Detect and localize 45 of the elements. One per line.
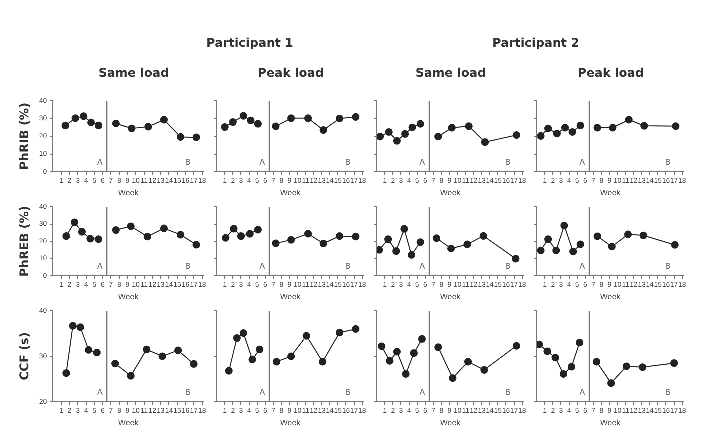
annotation: A xyxy=(420,388,426,398)
annotation: A xyxy=(580,158,586,168)
annotation: A xyxy=(260,158,266,168)
x-axis-title: Week xyxy=(280,292,302,302)
annotation: B xyxy=(505,158,511,168)
annotation: B xyxy=(505,388,511,398)
annotation: A xyxy=(580,262,586,272)
x-axis-title: Week xyxy=(600,292,622,302)
x-axis-title: Week xyxy=(440,292,462,302)
x-axis-title: Week xyxy=(118,188,140,198)
annotation: A xyxy=(580,388,586,398)
x-axis-title: Week xyxy=(440,418,462,428)
text: Participant 1 xyxy=(205,36,295,50)
x-axis-title: Week xyxy=(600,188,622,198)
text: Participant 2 xyxy=(491,36,581,50)
chart-title: Same load xyxy=(98,66,170,80)
y-axis-title: PhRIB (%) xyxy=(17,102,32,170)
y-axis-title: CCF (s) xyxy=(17,332,32,381)
annotation: B xyxy=(345,388,351,398)
annotation: A xyxy=(260,262,266,272)
annotation: B xyxy=(345,262,351,272)
x-axis-title: Week xyxy=(440,188,462,198)
annotation: B xyxy=(505,262,511,272)
annotation: B xyxy=(665,158,671,168)
annotation: B xyxy=(185,388,191,398)
chart-title: Peak load xyxy=(256,66,326,80)
annotation: A xyxy=(260,388,266,398)
annotation: B xyxy=(665,388,671,398)
annotation: A xyxy=(97,158,104,168)
x-axis-title: Week xyxy=(600,418,622,428)
x-axis-title: Week xyxy=(280,418,302,428)
annotation: A xyxy=(97,262,104,272)
annotation: A xyxy=(420,158,426,168)
x-axis-title: Week xyxy=(118,292,140,302)
x-axis-title: Week xyxy=(280,188,302,198)
annotation: B xyxy=(185,262,191,272)
y-axis-title: PhREB (%) xyxy=(17,206,32,278)
annotation: B xyxy=(665,262,671,272)
annotation: B xyxy=(345,158,351,168)
annotation: B xyxy=(185,158,191,168)
chart-title: Same load xyxy=(414,66,488,80)
annotation: A xyxy=(420,262,426,272)
chart-title: Peak load xyxy=(576,66,646,80)
x-axis-title: Week xyxy=(118,418,140,428)
annotation: A xyxy=(97,388,104,398)
